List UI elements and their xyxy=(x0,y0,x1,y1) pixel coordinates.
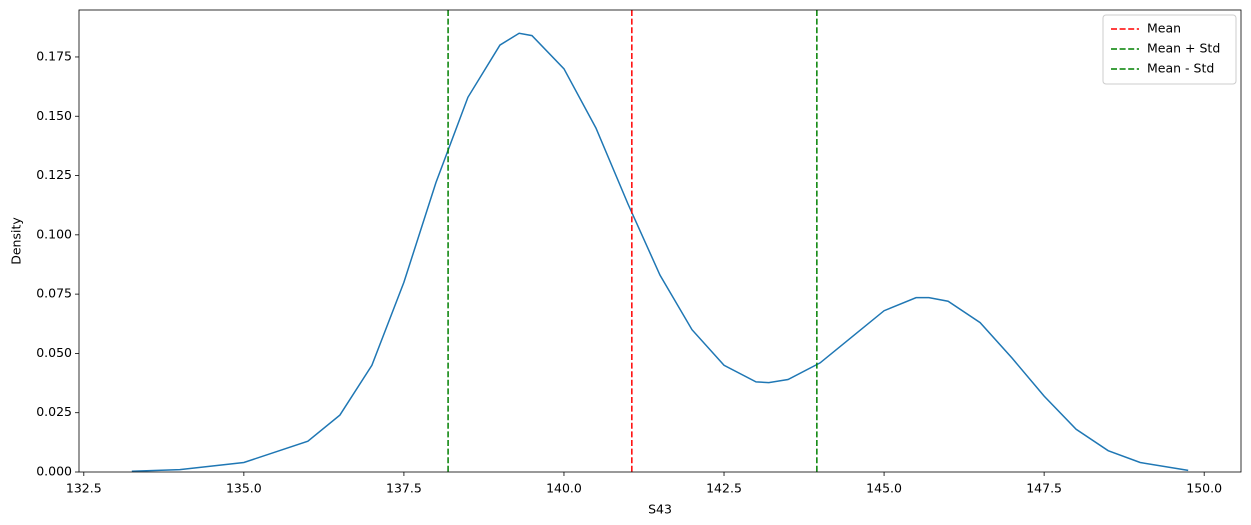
y-tick-label: 0.175 xyxy=(36,48,72,63)
y-tick-label: 0.000 xyxy=(36,464,72,479)
x-tick-label: 140.0 xyxy=(546,481,582,496)
x-tick-label: 137.5 xyxy=(386,481,422,496)
x-tick-label: 132.5 xyxy=(66,481,102,496)
density-line xyxy=(131,32,1189,473)
legend-label: Mean + Std xyxy=(1147,41,1220,56)
x-tick-label: 145.0 xyxy=(866,481,902,496)
y-tick-label: 0.050 xyxy=(36,345,72,360)
y-tick-label: 0.075 xyxy=(36,286,72,301)
y-tick-label: 0.100 xyxy=(36,226,72,241)
x-tick-label: 135.0 xyxy=(226,481,262,496)
plot-frame xyxy=(78,9,1242,473)
legend-box xyxy=(1102,14,1237,85)
y-tick-label: 0.125 xyxy=(36,167,72,182)
x-tick-label: 142.5 xyxy=(706,481,742,496)
legend-label: Mean xyxy=(1147,21,1181,36)
y-tick-label: 0.150 xyxy=(36,108,72,123)
legend-label: Mean - Std xyxy=(1147,61,1214,76)
x-tick-label: 150.0 xyxy=(1186,481,1222,496)
y-axis-label: Density xyxy=(9,217,24,265)
x-axis-label: S43 xyxy=(648,502,672,517)
y-tick-label: 0.025 xyxy=(36,404,72,419)
x-tick-label: 147.5 xyxy=(1026,481,1062,496)
legend: Mean Mean + Std Mean - Std xyxy=(1102,14,1237,85)
